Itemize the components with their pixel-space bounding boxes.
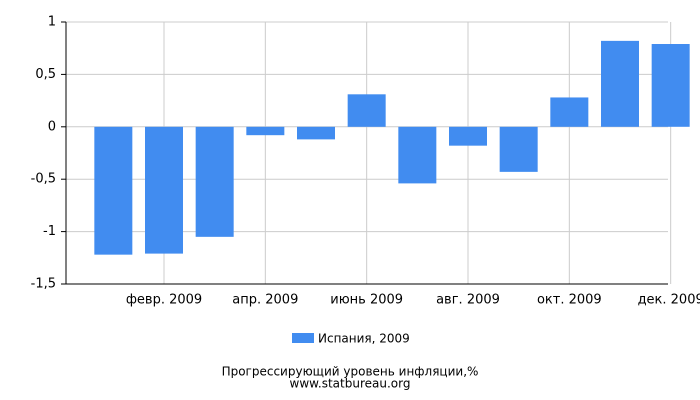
bar (246, 126, 285, 136)
x-tick-label: февр. 2009 (126, 293, 202, 308)
y-tick-label: 1 (48, 15, 56, 30)
bar (145, 126, 183, 254)
bar (94, 126, 133, 255)
x-tick-label: июнь 2009 (330, 293, 403, 308)
legend-label: Испания, 2009 (318, 332, 410, 346)
x-tick-label: авг. 2009 (436, 293, 500, 308)
x-tick-label: дек. 2009 (638, 293, 700, 308)
footer-title: Прогрессирующий уровень инфляции,% (222, 365, 479, 379)
y-tick-label: -1 (43, 224, 56, 239)
bar (398, 126, 437, 184)
bar (601, 40, 639, 127)
bar (499, 126, 538, 172)
bar (347, 94, 386, 127)
bar (651, 44, 690, 127)
y-tick-label: -1,5 (31, 277, 56, 292)
y-tick-label: -0,5 (31, 172, 56, 187)
y-tick-label: 0 (48, 119, 56, 134)
x-tick-label: окт. 2009 (537, 293, 602, 308)
bar (297, 126, 335, 140)
bar (550, 97, 589, 127)
bar (195, 126, 234, 237)
y-tick-label: 0,5 (35, 67, 56, 82)
bar (449, 126, 487, 146)
x-tick-label: апр. 2009 (232, 293, 298, 308)
footer-source: www.statbureau.org (290, 377, 411, 391)
legend-swatch (292, 333, 314, 343)
